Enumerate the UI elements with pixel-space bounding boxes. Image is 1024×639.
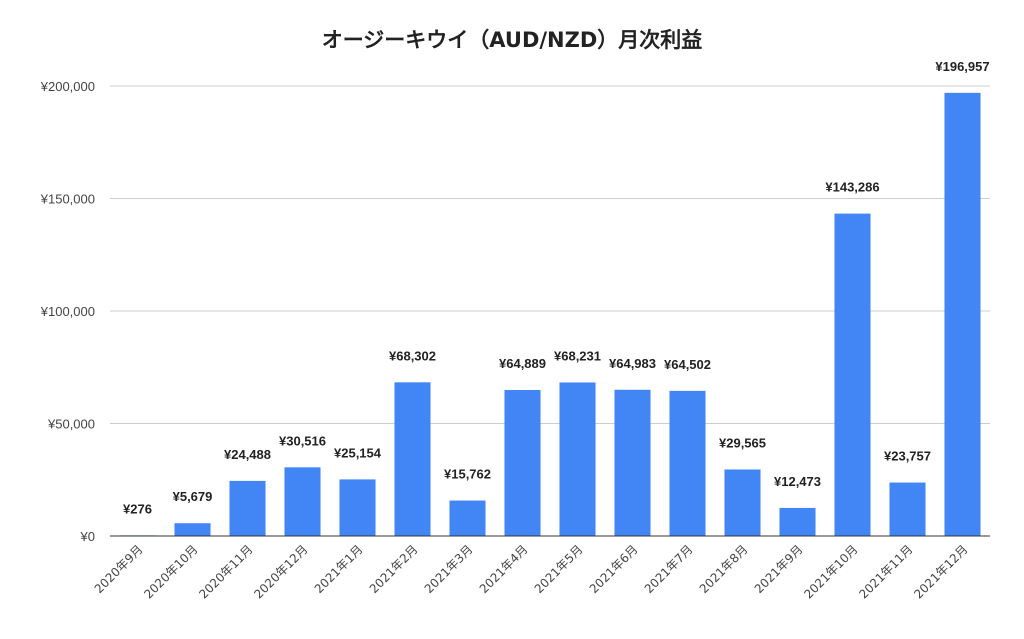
x-tick-label: 2021年3月 — [422, 542, 476, 596]
bar — [944, 92, 981, 537]
x-tick-label: 2021年6月 — [587, 542, 641, 596]
x-tick-label: 2020年10月 — [141, 542, 200, 601]
x-tick-label: 2021年2月 — [367, 542, 421, 596]
bar — [229, 480, 266, 536]
bar — [669, 390, 706, 536]
bar — [394, 382, 431, 536]
y-tick-label: ¥50,000 — [47, 417, 95, 432]
x-tick-label: 2020年11月 — [196, 542, 255, 601]
data-label: ¥64,983 — [609, 356, 656, 371]
data-label: ¥143,286 — [825, 180, 879, 195]
data-label: ¥64,502 — [664, 357, 711, 372]
y-tick-label: ¥0 — [80, 529, 95, 544]
data-label: ¥68,302 — [389, 348, 436, 363]
y-tick-label: ¥100,000 — [40, 304, 95, 319]
data-label: ¥196,957 — [935, 59, 989, 74]
y-tick-label: ¥150,000 — [40, 192, 95, 207]
data-label: ¥24,488 — [224, 447, 271, 462]
data-label: ¥23,757 — [884, 449, 931, 464]
data-label: ¥12,473 — [774, 474, 821, 489]
x-tick-label: 2020年12月 — [251, 542, 310, 601]
x-tick-label: 2021年5月 — [532, 542, 586, 596]
bar — [339, 479, 376, 536]
bar — [779, 507, 816, 536]
x-tick-label: 2020年9月 — [92, 542, 146, 596]
data-label: ¥5,679 — [173, 489, 213, 504]
data-label: ¥15,762 — [444, 467, 491, 482]
y-axis-ticks: ¥0 ¥50,000 ¥100,000 ¥150,000 ¥200,000 — [40, 79, 95, 544]
bar — [504, 389, 541, 536]
bar — [834, 213, 871, 536]
bars — [119, 92, 981, 537]
x-tick-label: 2021年8月 — [697, 542, 751, 596]
x-tick-label: 2021年4月 — [477, 542, 531, 596]
data-label: ¥25,154 — [334, 445, 382, 460]
bar — [614, 389, 651, 536]
bar — [174, 523, 211, 536]
x-tick-label: 2021年10月 — [801, 542, 860, 601]
x-tick-label: 2021年11月 — [856, 542, 915, 601]
x-tick-label: 2021年7月 — [642, 542, 696, 596]
y-tick-label: ¥200,000 — [40, 79, 95, 94]
bar — [559, 382, 596, 536]
data-label: ¥30,516 — [279, 433, 326, 448]
data-label: ¥64,889 — [499, 356, 546, 371]
data-label: ¥276 — [123, 501, 152, 516]
data-label: ¥29,565 — [719, 435, 766, 450]
bar — [889, 482, 926, 536]
bar — [724, 469, 761, 536]
bar — [449, 500, 486, 536]
bar — [284, 467, 321, 536]
x-tick-label: 2021年1月 — [312, 542, 366, 596]
x-tick-label: 2021年12月 — [911, 542, 970, 601]
chart-title: オージーキウイ（AUD/NZD）月次利益 — [322, 28, 703, 52]
data-labels: ¥276 ¥5,679 ¥24,488 ¥30,516 ¥25,154 ¥68,302 ¥1… — [123, 59, 990, 517]
x-tick-label: 2021年9月 — [752, 542, 806, 596]
data-label: ¥68,231 — [554, 348, 601, 363]
